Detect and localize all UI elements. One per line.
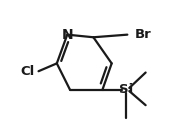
Text: N: N — [61, 28, 73, 42]
Text: Cl: Cl — [20, 65, 35, 78]
Text: Si: Si — [119, 83, 133, 96]
Text: Br: Br — [135, 27, 151, 41]
